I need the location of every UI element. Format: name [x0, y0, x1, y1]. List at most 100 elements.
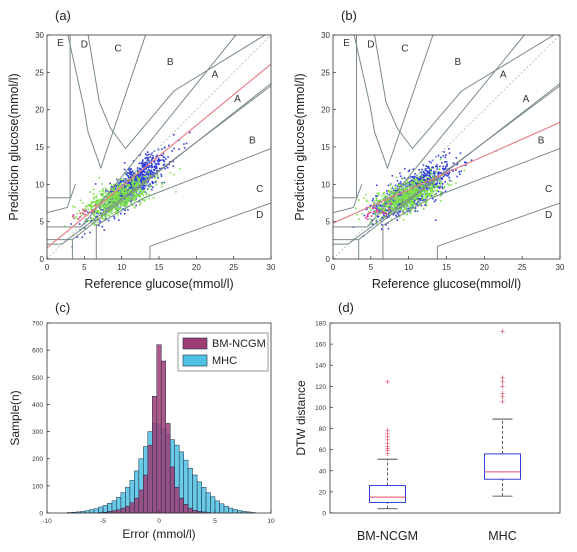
data-point [114, 201, 117, 204]
x-tick-label: 5 [369, 263, 374, 272]
histogram-bar [192, 510, 198, 514]
x-tick-label: 20 [192, 263, 201, 272]
data-point [378, 193, 380, 196]
data-point [387, 202, 389, 205]
data-point [427, 186, 429, 188]
data-point [395, 204, 397, 207]
data-point [106, 196, 109, 198]
data-point [157, 175, 159, 178]
data-point [403, 188, 405, 190]
data-point [128, 177, 131, 180]
histogram-bar [192, 474, 198, 514]
data-point [122, 190, 124, 193]
data-point [419, 180, 421, 182]
data-point [90, 206, 93, 208]
data-point [427, 194, 429, 196]
axes-frame [329, 322, 561, 514]
data-point [100, 214, 102, 217]
data-point [430, 171, 432, 173]
data-point [436, 179, 439, 182]
data-point [438, 172, 440, 174]
data-point [145, 192, 148, 195]
data-point [86, 219, 89, 222]
data-point [147, 153, 150, 156]
data-point [130, 188, 133, 191]
data-point [404, 204, 407, 206]
data-point [419, 171, 422, 174]
x-tick-label: 20 [480, 263, 489, 272]
data-point [168, 163, 170, 166]
data-point [417, 199, 419, 201]
data-point [113, 188, 115, 190]
data-point [402, 210, 404, 213]
data-point [113, 216, 115, 218]
data-point [386, 215, 388, 218]
data-point [160, 175, 163, 177]
data-point [400, 204, 402, 206]
data-point [402, 205, 404, 207]
data-point [369, 207, 372, 209]
data-point [125, 178, 127, 180]
data-point [161, 186, 163, 188]
histogram-bar [152, 396, 158, 514]
data-point [407, 170, 410, 173]
data-point [133, 172, 136, 175]
data-point [144, 174, 146, 177]
data-point [399, 195, 401, 198]
data-point [142, 194, 145, 196]
y-tick-label: 20 [35, 106, 44, 115]
data-point [127, 181, 130, 184]
data-point [429, 188, 431, 191]
data-point [434, 175, 437, 178]
data-point [455, 169, 457, 171]
data-point [409, 190, 412, 192]
data-point [433, 170, 435, 173]
panel-b: E D C B A A B C D 0 5 10 15 20 25 30 0 5 10 15 20 25 30 Referen… [293, 8, 565, 291]
data-point [108, 198, 110, 200]
data-point [448, 179, 451, 182]
data-point [142, 175, 145, 178]
data-point [148, 166, 151, 168]
data-point [79, 216, 81, 218]
data-point [401, 177, 403, 180]
zone-boundary-line [382, 148, 560, 259]
data-point [142, 180, 144, 183]
data-point [418, 201, 420, 203]
data-point [131, 197, 133, 200]
data-point [388, 193, 390, 196]
data-point [123, 178, 126, 180]
data-point [417, 203, 420, 205]
data-point [425, 191, 428, 194]
data-point [127, 184, 129, 187]
data-point [120, 191, 123, 193]
data-point [391, 192, 394, 194]
data-point [126, 200, 129, 202]
data-point [427, 193, 429, 195]
data-point [418, 189, 420, 192]
data-point [431, 166, 433, 169]
data-point [81, 211, 83, 214]
data-point [120, 196, 123, 199]
data-point [85, 209, 87, 212]
data-point [421, 195, 423, 197]
data-point [408, 210, 411, 213]
data-point [375, 220, 378, 222]
data-point [442, 175, 445, 178]
data-point [424, 169, 427, 171]
data-point [405, 191, 407, 193]
data-point [121, 184, 124, 186]
data-point [431, 195, 433, 197]
data-point [104, 191, 107, 194]
zone-label: E [343, 38, 350, 49]
data-point [137, 169, 139, 172]
data-point [415, 184, 418, 186]
data-point [425, 197, 427, 199]
data-point [397, 204, 399, 206]
data-point [390, 199, 392, 201]
data-point [437, 155, 440, 157]
data-point [106, 205, 109, 207]
data-point [420, 191, 422, 194]
data-point [383, 216, 386, 219]
data-point [137, 193, 139, 195]
